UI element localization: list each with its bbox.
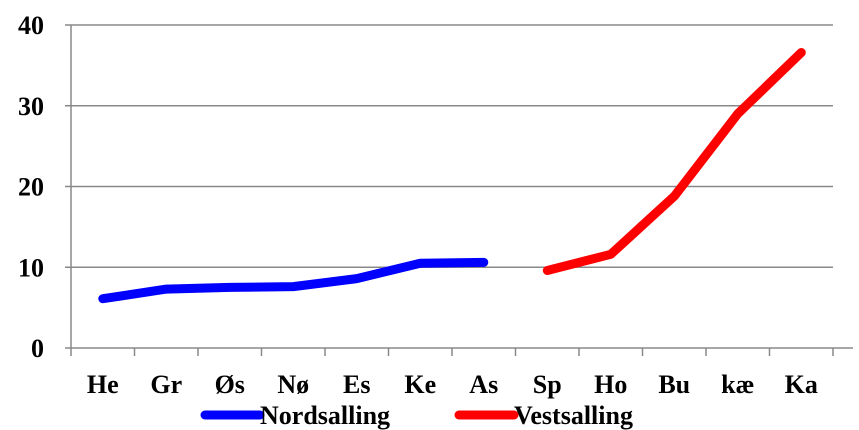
x-tick-label: Ke xyxy=(404,370,436,399)
gridlines xyxy=(71,24,833,268)
legend-label-vestsalling: Vestsalling xyxy=(514,401,633,430)
x-tick-label: Bu xyxy=(658,370,690,399)
x-tick-label: kæ xyxy=(721,370,754,399)
y-tick-label: 0 xyxy=(31,334,44,363)
series-line-vestsalling xyxy=(542,48,806,275)
x-tick-label: As xyxy=(469,370,498,399)
legend: Nordsalling Vestsalling xyxy=(200,401,633,430)
x-tick-label: He xyxy=(87,370,119,399)
x-tick-label: Nø xyxy=(277,370,309,399)
y-axis-ticks: 0 10 20 30 40 xyxy=(18,11,71,363)
y-tick-label: 20 xyxy=(18,173,44,202)
x-tick-label: Sp xyxy=(533,370,562,399)
y-tick-label: 40 xyxy=(18,11,44,40)
y-tick-label: 30 xyxy=(18,92,44,121)
x-axis-ticks: He Gr Øs Nø Es Ke As Sp Ho Bu kæ Ka xyxy=(70,348,834,399)
x-tick-label: Es xyxy=(343,370,370,399)
x-tick-label: Ka xyxy=(785,370,818,399)
legend-label-nordsalling: Nordsalling xyxy=(260,401,390,430)
series-lines xyxy=(98,48,806,304)
x-tick-label: Øs xyxy=(215,370,245,399)
x-tick-label: Ho xyxy=(594,370,627,399)
y-tick-label: 10 xyxy=(18,253,44,282)
x-tick-label: Gr xyxy=(150,370,182,399)
